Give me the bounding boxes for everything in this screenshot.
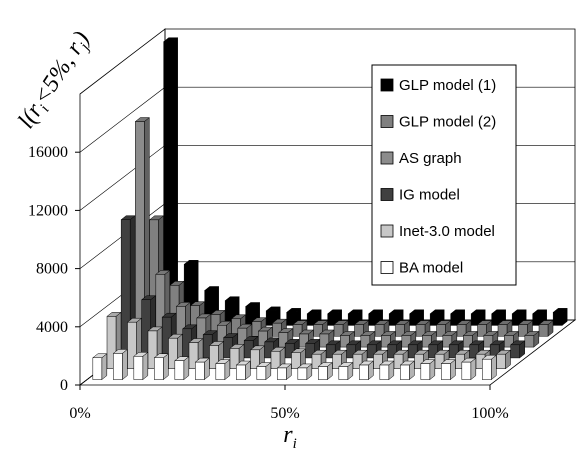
legend-label: GLP model (2) xyxy=(399,114,496,131)
bar xyxy=(127,321,137,370)
bar xyxy=(491,313,501,326)
y-tick-label: 8000 xyxy=(36,261,68,278)
bar xyxy=(395,324,405,337)
y-tick-label: 0 xyxy=(60,377,68,394)
bar xyxy=(538,324,549,337)
bar xyxy=(429,313,440,326)
bar xyxy=(532,313,542,326)
bar xyxy=(291,352,301,369)
bar xyxy=(195,361,205,380)
bar xyxy=(497,324,508,337)
bar xyxy=(477,324,487,337)
x-label-sub: i xyxy=(293,436,297,452)
bar xyxy=(450,313,460,326)
legend-label: BA model xyxy=(399,260,463,277)
bar xyxy=(215,363,226,380)
bar xyxy=(482,358,492,380)
bar xyxy=(359,364,369,380)
y-label-part: <5%, r xyxy=(29,37,89,110)
legend-label: Inet-3.0 model xyxy=(399,223,495,240)
bar xyxy=(415,324,426,337)
bar xyxy=(133,356,144,380)
bar xyxy=(420,363,431,380)
x-axis-label: ri xyxy=(283,422,297,452)
bar xyxy=(147,330,158,370)
bar xyxy=(338,366,349,380)
x-tick-label: 50% xyxy=(270,405,299,422)
bar xyxy=(154,357,164,380)
bar xyxy=(409,313,419,326)
bar xyxy=(470,313,481,326)
bar xyxy=(236,364,246,380)
bar xyxy=(92,357,103,380)
x-label-part: r xyxy=(283,422,293,448)
bar xyxy=(209,345,219,370)
bar xyxy=(277,367,287,380)
legend-swatch xyxy=(380,261,394,274)
bar-side xyxy=(142,351,149,381)
bar xyxy=(552,312,563,326)
legend-swatch xyxy=(380,224,394,238)
bar xyxy=(332,353,342,370)
bar xyxy=(511,313,522,326)
bar xyxy=(174,360,185,380)
legend-label: AS graph xyxy=(399,150,462,167)
bar xyxy=(327,313,337,326)
bar-side xyxy=(101,353,108,381)
bar xyxy=(256,366,267,380)
y-tick-label: 4000 xyxy=(36,319,68,336)
bar xyxy=(113,353,123,380)
bar xyxy=(524,335,535,348)
x-tick-label: 0% xyxy=(69,405,90,422)
bar xyxy=(306,313,317,326)
x-tick-label: 100% xyxy=(471,405,508,422)
bar xyxy=(400,364,410,380)
legend-swatch xyxy=(380,78,394,92)
bar-side xyxy=(122,348,128,381)
legend-swatch xyxy=(380,115,394,128)
bar xyxy=(250,349,260,369)
y-tick-label: 12000 xyxy=(28,202,68,219)
bar xyxy=(347,313,358,326)
bar xyxy=(318,366,328,380)
bar xyxy=(352,353,363,370)
bar xyxy=(354,324,364,337)
bar xyxy=(229,348,240,370)
y-axis-label: l(ri<5%, rj) xyxy=(13,27,97,135)
bar xyxy=(106,316,117,369)
bar xyxy=(374,324,385,337)
legend-label: IG model xyxy=(399,187,460,204)
legend: GLP model (1) GLP model (2) AS graph IG mod… xyxy=(371,64,517,286)
bar xyxy=(311,353,322,370)
bar xyxy=(368,313,378,326)
bar xyxy=(456,324,467,337)
bar xyxy=(379,364,390,380)
bar xyxy=(518,324,528,337)
bar xyxy=(496,353,506,370)
bar xyxy=(388,313,399,326)
bar xyxy=(436,324,446,337)
bar xyxy=(270,351,281,370)
legend-swatch xyxy=(380,151,394,165)
y-tick-label: 16000 xyxy=(28,144,68,161)
legend-swatch xyxy=(380,188,394,201)
legend-box xyxy=(371,64,517,286)
bar xyxy=(297,367,308,380)
legend-label: GLP model (1) xyxy=(399,77,496,94)
bars xyxy=(92,37,568,381)
bar xyxy=(188,342,199,369)
bar-side xyxy=(163,353,169,381)
bar xyxy=(461,361,472,380)
bar xyxy=(441,363,451,380)
bar xyxy=(510,344,520,359)
